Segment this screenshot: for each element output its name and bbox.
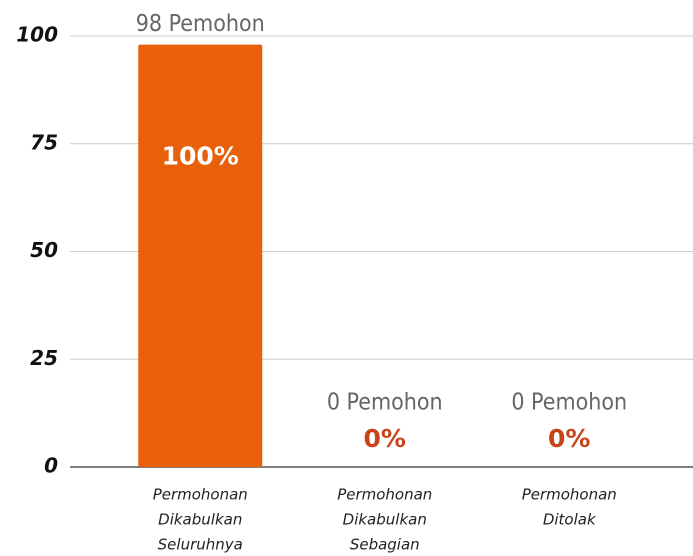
x-tick-label: Permohonan: [153, 486, 248, 504]
y-tick-label: 100: [16, 23, 58, 47]
y-tick-label: 75: [30, 130, 58, 154]
x-tick-label: Permohonan: [522, 486, 617, 504]
value-label: 0 Pemohon: [511, 390, 627, 416]
percent-label: 0%: [364, 424, 406, 453]
bar: [138, 44, 263, 468]
x-tick-label: Sebagian: [350, 536, 420, 554]
value-label: 98 Pemohon: [136, 11, 265, 37]
y-tick-label: 50: [30, 238, 58, 262]
y-tick-label: 25: [30, 346, 58, 370]
x-tick-label: Dikabulkan: [158, 511, 242, 529]
percent-label: 100%: [162, 142, 239, 171]
value-label: 0 Pemohon: [327, 390, 443, 416]
percent-label: 0%: [548, 424, 590, 453]
x-tick-label: Dikabulkan: [343, 511, 427, 529]
x-tick-label: Permohonan: [337, 486, 432, 504]
y-tick-label: 0: [44, 454, 58, 478]
x-tick-label: Ditolak: [543, 511, 597, 529]
x-tick-label: Seluruhnya: [158, 536, 243, 554]
